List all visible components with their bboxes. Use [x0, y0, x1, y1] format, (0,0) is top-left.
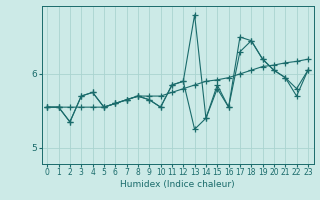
- X-axis label: Humidex (Indice chaleur): Humidex (Indice chaleur): [120, 180, 235, 189]
